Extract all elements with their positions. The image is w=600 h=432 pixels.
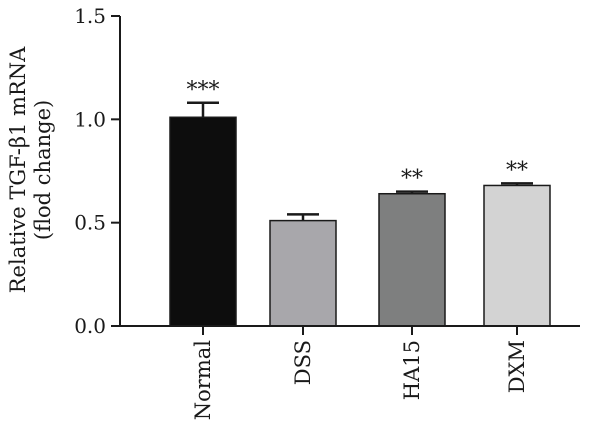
significance-ha15: **: [401, 167, 423, 192]
x-axis: Normal DSS HA15 DXM: [119, 325, 580, 420]
error-bar-dss: [287, 213, 319, 221]
bar-dss: [269, 219, 337, 327]
y-axis-title-line1: Relative TGF-β1 mRNA: [6, 46, 30, 293]
bar-ha15: [378, 192, 446, 327]
y-tick-label: 0.5: [74, 211, 106, 235]
significance-dxm: **: [506, 158, 528, 183]
error-bar-dxm: [501, 182, 533, 186]
bar-normal: [169, 116, 237, 327]
error-bar-ha15: [396, 190, 428, 194]
significance-labels: ***** **: [187, 78, 529, 192]
y-tick-label: 1.5: [74, 4, 106, 28]
y-tick-label: 1.0: [74, 107, 106, 131]
error-bars: [187, 101, 533, 221]
y-axis-title: Relative TGF-β1 mRNA (flod change): [6, 46, 55, 293]
error-bar-normal: [187, 101, 219, 118]
bars: [169, 116, 551, 327]
y-axis: 0.0 0.5 1.0 1.5: [74, 4, 121, 338]
x-tick-label-dss: DSS: [291, 340, 315, 385]
x-tick-label-dxm: DXM: [505, 340, 529, 393]
x-tick-label-ha15: HA15: [400, 340, 424, 400]
x-tick-label-normal: Normal: [191, 340, 215, 420]
y-axis-title-line2: (flod change): [31, 100, 55, 240]
significance-normal: ***: [187, 78, 220, 103]
y-tick-label: 0.0: [74, 314, 106, 338]
bar-dxm: [483, 184, 551, 327]
